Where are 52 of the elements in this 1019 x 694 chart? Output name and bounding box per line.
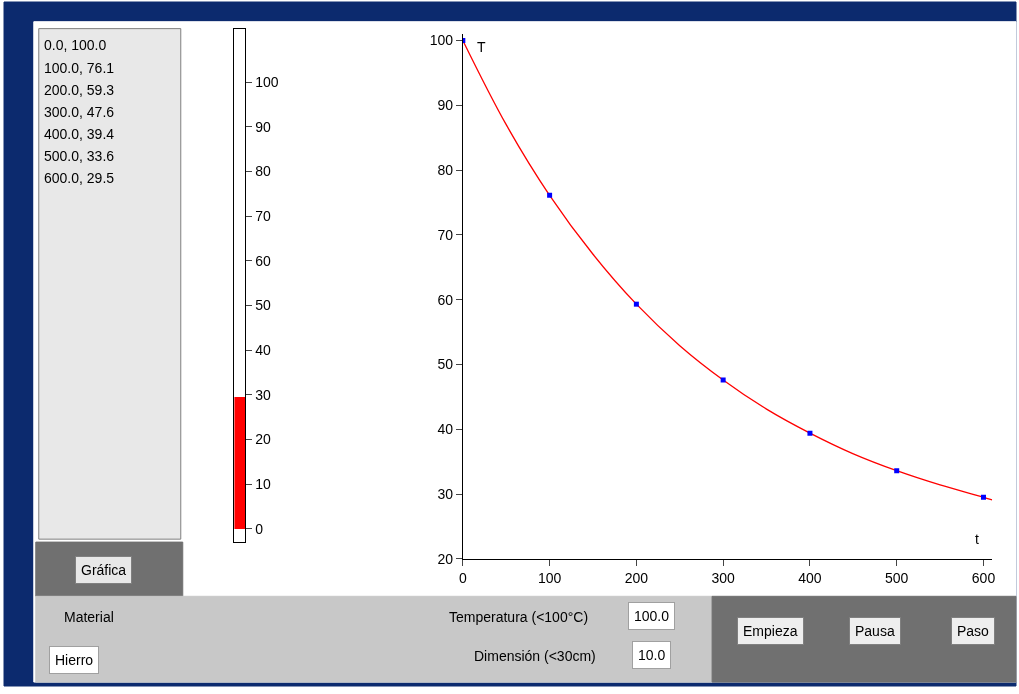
text: 10.0 bbox=[638, 647, 666, 663]
y-tick-label: 50 bbox=[255, 297, 271, 314]
y-tick-label: 100 bbox=[255, 74, 279, 91]
text: Pausa bbox=[855, 623, 895, 639]
y-tick-label: 80 bbox=[437, 161, 454, 178]
y-tick-label: 80 bbox=[255, 163, 271, 180]
text: Empieza bbox=[743, 623, 798, 639]
x-tick-label: 200 bbox=[624, 569, 649, 586]
y-tick-label: 40 bbox=[255, 342, 271, 358]
y-tick-label: 40 bbox=[437, 421, 454, 438]
text: 200.0, 59.3 bbox=[44, 82, 115, 98]
x-tick-label: 100 bbox=[537, 569, 562, 586]
y-tick-label: 30 bbox=[437, 485, 454, 502]
text: 300.0, 47.6 bbox=[44, 104, 115, 120]
text: 0.0, 100.0 bbox=[44, 37, 107, 53]
x-tick-label: 300 bbox=[711, 569, 736, 586]
text: 100.0 bbox=[634, 608, 670, 624]
x-tick-label: 500 bbox=[885, 569, 909, 586]
point bbox=[547, 192, 553, 198]
y-tick-label: 20 bbox=[437, 550, 454, 567]
y-tick-label: 10 bbox=[255, 475, 271, 492]
text: Dimensión (<30cm) bbox=[474, 648, 596, 664]
text: 400.0, 39.4 bbox=[44, 126, 115, 142]
y-axis-title: T bbox=[477, 39, 486, 55]
y-tick-label: 20 bbox=[255, 431, 271, 448]
x-tick-label: 0 bbox=[458, 569, 467, 586]
y-tick-label: 60 bbox=[255, 252, 271, 269]
y-tick-label: 50 bbox=[437, 356, 454, 373]
text: 600.0, 29.5 bbox=[44, 170, 115, 186]
text: Paso bbox=[957, 623, 990, 639]
y-tick-label: 100 bbox=[429, 32, 454, 49]
text: Gráfica bbox=[81, 562, 127, 578]
point bbox=[720, 377, 726, 383]
y-tick-label: 60 bbox=[437, 291, 454, 308]
y-tick-label: 70 bbox=[437, 226, 454, 243]
point bbox=[980, 494, 986, 500]
point bbox=[633, 301, 639, 307]
text: Material bbox=[64, 609, 114, 625]
text: Temperatura (<100°C) bbox=[449, 609, 589, 625]
y-tick-label: 0 bbox=[255, 520, 264, 537]
point bbox=[894, 468, 900, 474]
x-tick-label: 600 bbox=[971, 569, 996, 586]
y-tick-label: 90 bbox=[437, 97, 454, 114]
text: 500.0, 33.6 bbox=[44, 148, 115, 164]
y-tick-label: 30 bbox=[255, 386, 271, 403]
x-tick-label: 400 bbox=[798, 569, 822, 586]
y-tick-label: 70 bbox=[255, 208, 271, 225]
x-axis-title: t bbox=[975, 531, 979, 547]
y-tick-label: 90 bbox=[255, 118, 271, 135]
text: Hierro bbox=[55, 652, 94, 668]
text: 100.0, 76.1 bbox=[44, 60, 115, 76]
point bbox=[807, 430, 813, 436]
